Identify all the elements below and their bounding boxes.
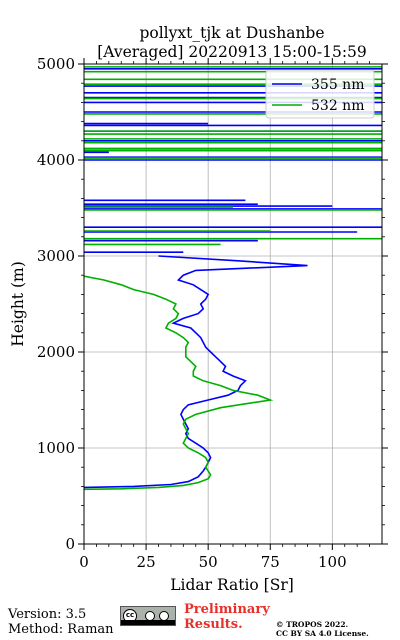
x-tick-label: 50	[199, 553, 218, 571]
y-tick-label: 3000	[37, 247, 75, 265]
y-tick-label: 0	[65, 535, 75, 553]
preliminary-line2: Results.	[184, 617, 243, 632]
cc-by-sa-icon: cc	[120, 606, 176, 626]
x-tick-label: 0	[79, 553, 89, 571]
preliminary-results-label: Preliminary Results.	[184, 602, 270, 632]
y-tick-label: 4000	[37, 151, 75, 169]
chart-title: pollyxt_tjk at Dushanbe	[139, 24, 324, 42]
lidar-ratio-chart: 0 25 50 75 100010002000300040005000pollyxt_t…	[9, 24, 388, 594]
badge-bar	[121, 620, 175, 625]
y-axis-label: Height (m)	[9, 261, 27, 347]
series-line-355-nm	[84, 255, 308, 489]
x-tick-label: 75	[261, 553, 280, 571]
y-tick-label: 2000	[37, 343, 75, 361]
method-text: Method: Raman	[8, 622, 114, 637]
legend-box	[265, 69, 375, 119]
y-tick-label: 5000	[37, 55, 75, 73]
x-tick-label: 25	[137, 553, 156, 571]
legend-label: 355 nm	[311, 77, 364, 93]
preliminary-line1: Preliminary	[184, 602, 270, 617]
copyright-notice: © TROPOS 2022. CC BY SA 4.0 License.	[276, 620, 369, 638]
x-tick-label: 100	[318, 553, 347, 571]
y-tick-label: 1000	[37, 439, 75, 457]
version-text: Version: 3.5	[8, 607, 87, 622]
legend-label: 532 nm	[311, 98, 364, 114]
copyright-line2: CC BY SA 4.0 License.	[276, 629, 369, 638]
plot-area	[84, 64, 382, 544]
series-line-532-nm	[84, 275, 274, 491]
copyright-line1: © TROPOS 2022.	[276, 620, 349, 629]
x-axis-label: Lidar Ratio [Sr]	[170, 576, 294, 594]
chart-subtitle: [Averaged] 20220913 15:00-15:59	[97, 43, 367, 61]
